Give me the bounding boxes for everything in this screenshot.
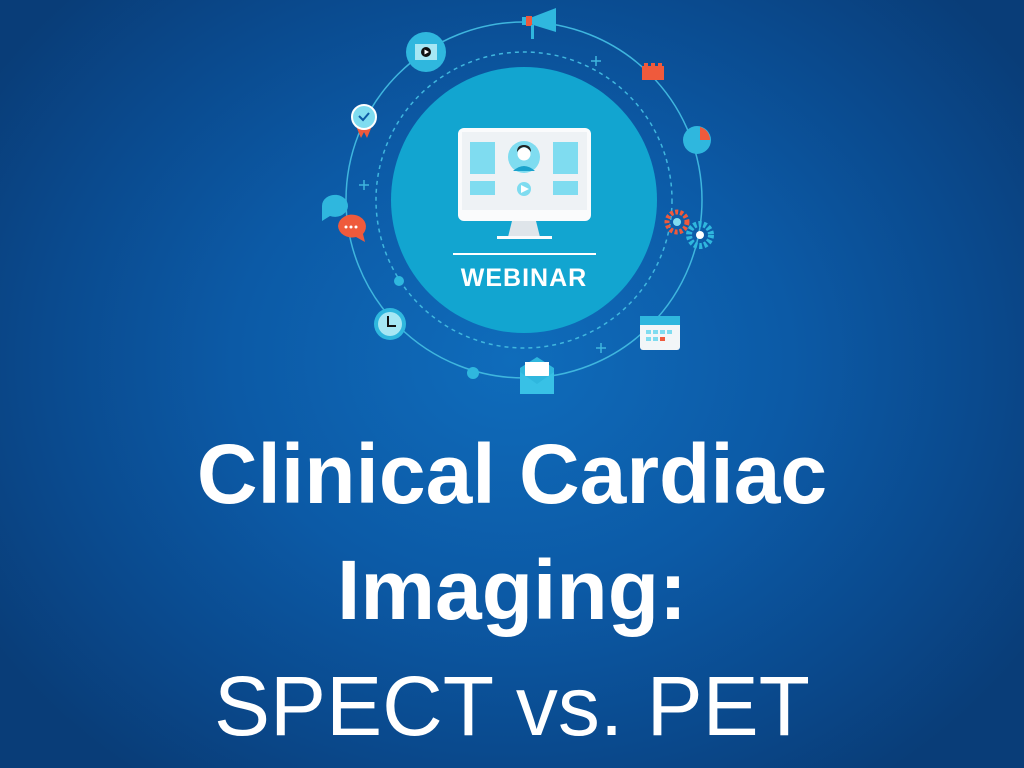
clock-icon (374, 308, 406, 340)
blocks-icon (642, 63, 664, 80)
plus-decorations (359, 56, 606, 353)
orbit-dot (394, 276, 404, 286)
title-line-3: SPECT vs. PET (214, 659, 810, 753)
dashed-ring (375, 51, 673, 349)
award-icon (351, 104, 377, 138)
gears-icon (664, 209, 714, 249)
calendar-icon (640, 316, 680, 350)
monitor-icon (458, 128, 591, 239)
title-line-2: Imaging: (337, 543, 687, 637)
webinar-label: WEBINAR (461, 264, 587, 292)
pie-chart-icon (683, 126, 711, 154)
webinar-illustration: WEBINAR (321, 8, 714, 394)
user-icon (508, 141, 540, 173)
divider (453, 253, 596, 255)
envelope-icon (520, 357, 554, 394)
orbit-dot (467, 367, 479, 379)
video-icon (406, 32, 446, 72)
megaphone-icon (522, 8, 556, 39)
chat-icon (321, 194, 366, 242)
play-icon (517, 182, 531, 196)
title-line-1: Clinical Cardiac (196, 427, 828, 521)
